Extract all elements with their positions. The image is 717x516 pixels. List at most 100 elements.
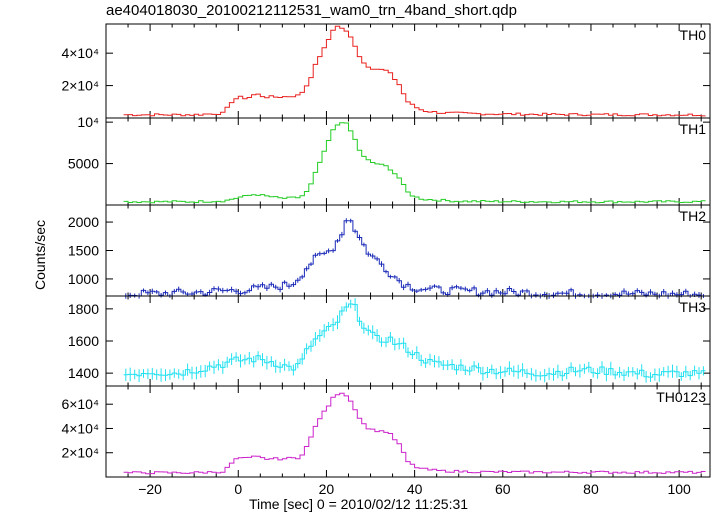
data-point-th0123 <box>344 392 345 393</box>
x-tick-label: 60 <box>495 481 511 497</box>
data-point-th0 <box>123 114 124 115</box>
data-point-th0123 <box>308 443 309 444</box>
data-point-th1 <box>330 134 331 135</box>
panel-frame-th0123 <box>105 385 711 478</box>
data-point-th0 <box>361 61 362 62</box>
y-tick-label: 1000 <box>68 271 99 287</box>
data-point-th3 <box>582 369 583 370</box>
data-point-th3 <box>679 373 680 374</box>
y-tick-label: 6×10⁴ <box>61 396 99 412</box>
data-point-th3 <box>705 374 706 375</box>
data-point-th0 <box>194 114 195 115</box>
data-point-th2 <box>273 286 274 287</box>
data-point-th0 <box>414 106 415 107</box>
x-tick-label: 40 <box>407 481 423 497</box>
data-point-th0 <box>480 113 481 114</box>
data-point-th0 <box>546 114 547 115</box>
chart-title: ae404018030_20100212112531_wam0_trn_4ban… <box>106 2 517 19</box>
data-point-th2 <box>388 270 389 271</box>
data-point-th3 <box>414 353 415 354</box>
data-point-th1 <box>317 167 318 168</box>
panel-label-th0: TH0 <box>680 27 707 43</box>
panel-label-th1: TH1 <box>680 121 707 137</box>
data-point-th3 <box>432 363 433 364</box>
data-point-th0123 <box>194 472 195 473</box>
y-tick-label: 1400 <box>68 365 99 381</box>
data-point-th2 <box>370 255 371 256</box>
data-point-th2 <box>348 213 349 214</box>
data-point-th2 <box>194 292 195 293</box>
data-point-th0 <box>308 82 309 83</box>
data-point-th0 <box>352 40 353 41</box>
data-point-th1 <box>335 126 336 127</box>
data-point-th2 <box>238 290 239 291</box>
data-point-th1 <box>225 200 226 201</box>
data-point-th0 <box>401 87 402 88</box>
x-tick-label: −20 <box>138 481 162 497</box>
data-point-th3 <box>485 369 486 370</box>
data-point-th2 <box>458 290 459 291</box>
y-tick-label: 5000 <box>68 156 99 172</box>
series-line-th0123 <box>123 392 706 475</box>
data-point-th2 <box>291 284 292 285</box>
data-point-th3 <box>370 334 371 335</box>
data-point-th0123 <box>247 458 248 459</box>
data-point-th3 <box>352 304 353 305</box>
panel-label-th3: TH3 <box>680 299 707 315</box>
data-point-th2 <box>361 241 362 242</box>
data-point-th3 <box>335 324 336 325</box>
data-point-th1 <box>388 166 389 167</box>
data-point-th0123 <box>264 458 265 459</box>
data-point-th0 <box>423 110 424 111</box>
data-point-th0123 <box>423 469 424 470</box>
error-bars-th3 <box>125 298 704 383</box>
data-point-th0123 <box>705 472 706 473</box>
error-bars-th2 <box>125 218 704 299</box>
panel-label-th0123: TH0123 <box>656 389 706 405</box>
data-point-th2 <box>326 253 327 254</box>
series-line-th2 <box>123 220 706 297</box>
data-point-th0 <box>225 113 226 114</box>
data-point-th0 <box>330 33 331 34</box>
data-point-th2 <box>220 290 221 291</box>
data-point-th3 <box>405 347 406 348</box>
data-point-th2 <box>352 224 353 225</box>
data-point-th3 <box>299 365 300 366</box>
x-tick-label: 20 <box>319 481 335 497</box>
data-point-th0123 <box>225 471 226 472</box>
data-point-th0 <box>255 93 256 94</box>
data-point-th2 <box>123 294 124 295</box>
data-point-th0 <box>388 71 389 72</box>
data-point-th0 <box>264 96 265 97</box>
data-point-th1 <box>247 195 248 196</box>
data-point-th0123 <box>229 464 230 465</box>
data-point-th1 <box>238 197 239 198</box>
data-point-th0123 <box>238 457 239 458</box>
data-point-th1 <box>282 198 283 199</box>
data-point-th0123 <box>317 421 318 422</box>
data-point-th1 <box>352 134 353 135</box>
y-tick-label: 1500 <box>68 243 99 259</box>
data-point-th1 <box>255 194 256 195</box>
data-point-th2 <box>432 289 433 290</box>
data-point-th0123 <box>546 472 547 473</box>
y-tick-label: 2×10⁴ <box>61 78 99 94</box>
data-point-th2 <box>635 293 636 294</box>
data-point-th1 <box>370 161 371 162</box>
data-point-th3 <box>123 374 124 375</box>
data-point-th3 <box>344 310 345 311</box>
series-line-th0 <box>123 25 706 117</box>
data-point-th3 <box>273 361 274 362</box>
data-point-th2 <box>308 264 309 265</box>
y-tick-label: 4×10⁴ <box>61 420 99 436</box>
data-point-th1 <box>308 190 309 191</box>
y-tick-label: 1800 <box>68 301 99 317</box>
data-point-th1 <box>546 201 547 202</box>
data-point-th1 <box>405 190 406 191</box>
data-point-th2 <box>546 293 547 294</box>
data-point-th0123 <box>370 429 371 430</box>
y-tick-label: 2000 <box>68 214 99 230</box>
data-point-th0123 <box>282 458 283 459</box>
data-point-th0123 <box>335 394 336 395</box>
data-point-th1 <box>299 197 300 198</box>
